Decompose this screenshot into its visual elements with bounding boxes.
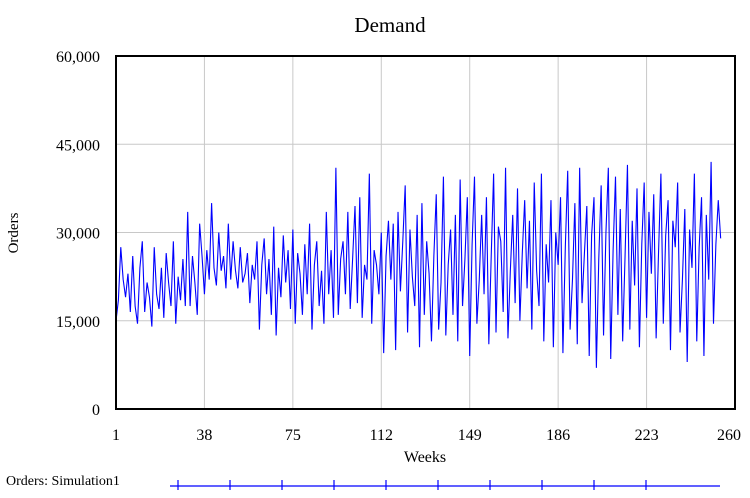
legend-entry-orders-simulation1: Orders: Simulation1 [6,474,120,489]
x-tick-label: 186 [546,427,570,444]
x-tick-label: 75 [285,427,301,444]
x-tick-label: 223 [635,427,659,444]
x-tick-label: 112 [370,427,393,444]
y-tick-label: 30,000 [56,226,100,243]
y-tick-label: 45,000 [56,137,100,154]
x-axis-label: Weeks [404,449,446,466]
x-tick-label: 38 [196,427,212,444]
plot-frame [115,55,736,410]
y-tick-label: 15,000 [56,314,100,331]
x-tick-label: 149 [458,427,482,444]
chart-title: Demand [354,13,426,37]
x-tick-label: 260 [717,427,741,444]
series-line-orders-simulation1 [115,161,722,368]
x-tick-label: 1 [112,427,120,444]
y-tick-label: 60,000 [56,49,100,66]
y-tick-label: 0 [92,402,100,419]
legend-sample-line [170,480,720,490]
y-axis-ticks: 0 15,000 30,000 45,000 60,000 [56,49,100,419]
y-axis-label: Orders [6,212,22,253]
x-axis-ticks: 1 38 75 112 149 186 223 260 [112,427,741,444]
